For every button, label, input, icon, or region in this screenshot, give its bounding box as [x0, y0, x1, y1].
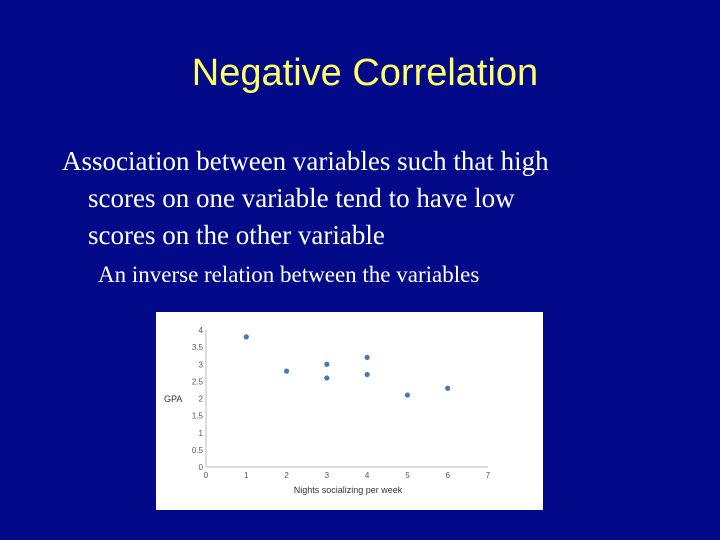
data-point: [364, 354, 370, 360]
x-tick-label: 6: [445, 471, 450, 480]
scatter-plot-svg: 0 0.5 1 1.5 2 2.5 3 3.5 4 0 1 2 3 4 5 6 7 GPA Nights so…: [164, 326, 491, 495]
bullet-line-1: Association between variables such that …: [62, 146, 549, 176]
x-tick-label: 5: [405, 471, 410, 480]
slide-title: Negative Correlation: [191, 52, 539, 94]
y-tick-label: 2.5: [192, 377, 204, 386]
x-tick-label: 2: [284, 471, 289, 480]
y-tick-label: 3: [199, 360, 204, 369]
data-point: [243, 334, 249, 340]
y-tick-label: 0: [199, 463, 204, 472]
data-point: [445, 385, 451, 391]
sub-bullet: An inverse relation between the variable…: [98, 262, 480, 287]
y-tick-label: 4: [199, 326, 204, 335]
data-point: [324, 361, 330, 367]
x-axis-title: Nights socializing per week: [294, 485, 403, 495]
data-points: [243, 334, 451, 398]
y-tick-label: 1: [199, 429, 204, 438]
x-tick-label: 0: [204, 471, 209, 480]
data-point: [283, 368, 290, 374]
data-point: [364, 371, 370, 378]
y-axis-title: GPA: [164, 394, 182, 404]
bullet-line-2: scores on one variable tend to have low: [88, 183, 515, 213]
x-tick-label: 7: [486, 471, 491, 480]
main-bullet: Association between variables such that …: [62, 143, 702, 254]
data-point: [324, 375, 330, 381]
bullet-line-3: scores on the other variable: [88, 220, 385, 250]
y-tick-label: 2: [199, 395, 204, 404]
y-tick-label: 3.5: [192, 343, 204, 352]
data-point: [404, 392, 411, 398]
y-tick-label: 1.5: [192, 412, 204, 421]
y-tick-labels: 0 0.5 1 1.5 2 2.5 3 3.5 4: [192, 326, 204, 472]
x-tick-label: 3: [325, 471, 330, 480]
y-tick-label: 0.5: [192, 446, 204, 455]
x-tick-label: 1: [244, 471, 249, 480]
x-tick-labels: 0 1 2 3 4 5 6 7: [204, 471, 491, 480]
scatter-chart: 0 0.5 1 1.5 2 2.5 3 3.5 4 0 1 2 3 4 5 6 7 GPA Nights so…: [156, 312, 543, 510]
x-tick-label: 4: [365, 471, 370, 480]
